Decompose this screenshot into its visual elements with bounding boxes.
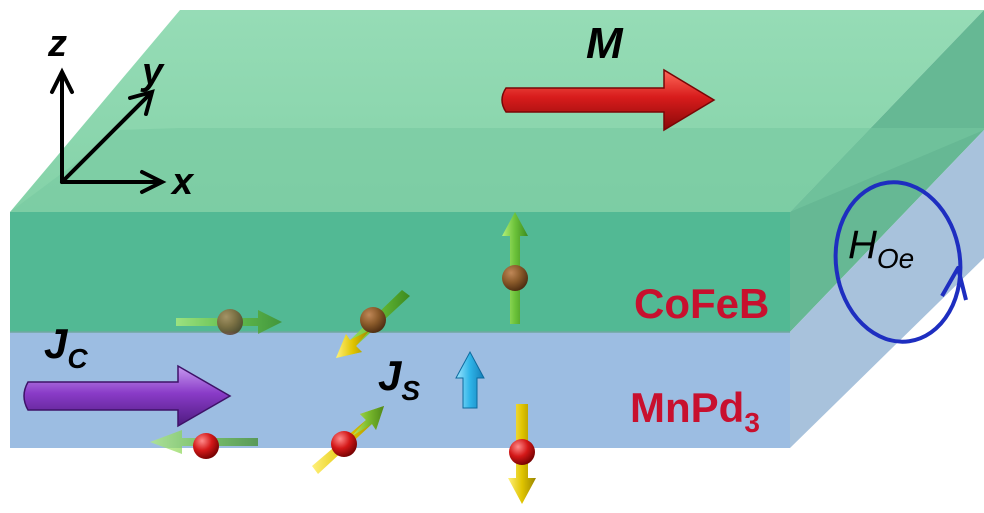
y-axis-arrowhead xyxy=(128,89,155,116)
spin-particle-yellow-vertical xyxy=(508,404,536,504)
spin-current-arrow xyxy=(455,350,485,409)
slab xyxy=(10,10,984,448)
charge-current-label: JC xyxy=(44,320,88,374)
x-axis-label: x xyxy=(170,161,195,203)
z-axis-arrowhead xyxy=(50,67,74,94)
spin-current-label: JS xyxy=(378,352,420,406)
cofeb-front-face xyxy=(10,212,790,332)
y-axis xyxy=(60,92,152,184)
spin-particle-diagonal-down xyxy=(336,290,410,358)
magnetization-arrow xyxy=(501,68,716,132)
charge-current-arrow xyxy=(23,364,232,428)
magnetization-label: M xyxy=(586,19,624,68)
mnpd-front-face xyxy=(10,332,790,448)
mnpd3-layer-label: MnPd3 xyxy=(630,384,760,438)
cofeb-back-plane xyxy=(10,128,984,212)
cofeb-layer-label: CoFeB xyxy=(634,280,769,327)
spin-particle-diagonal-up xyxy=(312,406,384,474)
oersted-loop-arrowhead xyxy=(940,266,968,301)
x-axis-arrowhead xyxy=(140,170,167,194)
oersted-field-label: HOe xyxy=(848,223,914,274)
mnpd-side-face xyxy=(790,130,984,448)
y-axis-label: y xyxy=(140,51,165,93)
spin-particle-green-horizontal xyxy=(176,309,282,335)
spin-particle-green-vertical xyxy=(502,212,528,324)
oersted-field-loop xyxy=(833,180,968,344)
coordinate-axes xyxy=(50,67,167,194)
z-axis-label: z xyxy=(47,23,67,65)
spin-particle-horizontal-reverse xyxy=(150,430,258,459)
